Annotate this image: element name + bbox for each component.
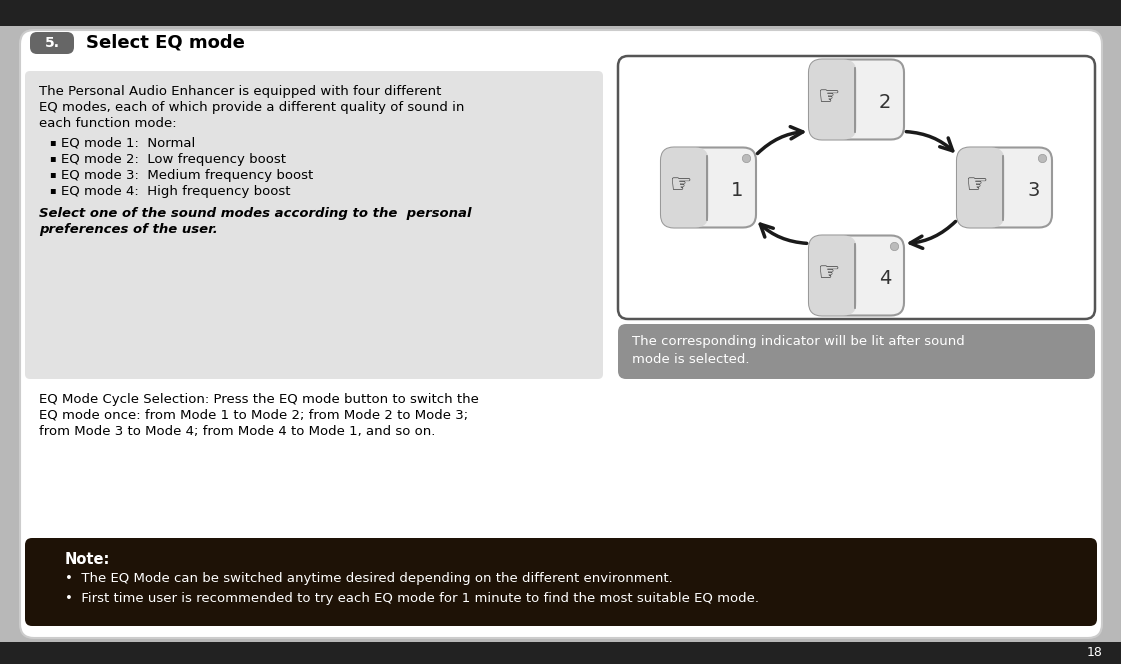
Text: EQ mode once: from Mode 1 to Mode 2; from Mode 2 to Mode 3;: EQ mode once: from Mode 1 to Mode 2; fro… <box>39 409 469 422</box>
Text: 2: 2 <box>879 93 891 112</box>
Text: 3: 3 <box>1027 181 1039 200</box>
FancyBboxPatch shape <box>30 32 74 54</box>
Text: ☞: ☞ <box>817 86 840 110</box>
Text: ▪: ▪ <box>49 137 56 147</box>
Text: preferences of the user.: preferences of the user. <box>39 223 217 236</box>
Text: ▪: ▪ <box>49 169 56 179</box>
Text: from Mode 3 to Mode 4; from Mode 4 to Mode 1, and so on.: from Mode 3 to Mode 4; from Mode 4 to Mo… <box>39 425 435 438</box>
Text: The Personal Audio Enhancer is equipped with four different: The Personal Audio Enhancer is equipped … <box>39 85 442 98</box>
Text: 1: 1 <box>731 181 743 200</box>
FancyBboxPatch shape <box>809 236 856 315</box>
FancyBboxPatch shape <box>0 0 1121 26</box>
FancyBboxPatch shape <box>661 147 756 228</box>
Text: EQ modes, each of which provide a different quality of sound in: EQ modes, each of which provide a differ… <box>39 101 464 114</box>
FancyBboxPatch shape <box>809 60 856 139</box>
FancyBboxPatch shape <box>957 147 1051 228</box>
Text: ☞: ☞ <box>817 262 840 286</box>
FancyBboxPatch shape <box>661 147 708 228</box>
FancyBboxPatch shape <box>0 642 1121 664</box>
FancyBboxPatch shape <box>25 538 1097 626</box>
Text: ☞: ☞ <box>965 173 988 197</box>
FancyBboxPatch shape <box>957 147 1004 228</box>
Text: EQ mode 2:  Low frequency boost: EQ mode 2: Low frequency boost <box>61 153 286 166</box>
Text: Select EQ mode: Select EQ mode <box>86 34 244 52</box>
Text: 5.: 5. <box>45 36 59 50</box>
FancyBboxPatch shape <box>618 56 1095 319</box>
Text: each function mode:: each function mode: <box>39 117 177 130</box>
FancyBboxPatch shape <box>809 60 904 139</box>
Text: Note:: Note: <box>65 552 110 567</box>
Text: The corresponding indicator will be lit after sound: The corresponding indicator will be lit … <box>632 335 965 348</box>
Text: ▪: ▪ <box>49 153 56 163</box>
Text: Select one of the sound modes according to the  personal: Select one of the sound modes according … <box>39 207 472 220</box>
FancyBboxPatch shape <box>25 71 603 379</box>
Text: EQ Mode Cycle Selection: Press the EQ mode button to switch the: EQ Mode Cycle Selection: Press the EQ mo… <box>39 393 479 406</box>
Text: mode is selected.: mode is selected. <box>632 353 750 366</box>
Text: 4: 4 <box>879 269 891 288</box>
Text: EQ mode 3:  Medium frequency boost: EQ mode 3: Medium frequency boost <box>61 169 313 182</box>
Text: 18: 18 <box>1087 645 1103 659</box>
Text: EQ mode 4:  High frequency boost: EQ mode 4: High frequency boost <box>61 185 290 198</box>
Text: ▪: ▪ <box>49 185 56 195</box>
FancyBboxPatch shape <box>809 236 904 315</box>
FancyBboxPatch shape <box>618 324 1095 379</box>
FancyBboxPatch shape <box>20 30 1102 638</box>
Text: ☞: ☞ <box>669 173 692 197</box>
Text: •  First time user is recommended to try each EQ mode for 1 minute to find the m: • First time user is recommended to try … <box>65 592 759 605</box>
Text: EQ mode 1:  Normal: EQ mode 1: Normal <box>61 137 195 150</box>
Text: •  The EQ Mode can be switched anytime desired depending on the different enviro: • The EQ Mode can be switched anytime de… <box>65 572 673 585</box>
